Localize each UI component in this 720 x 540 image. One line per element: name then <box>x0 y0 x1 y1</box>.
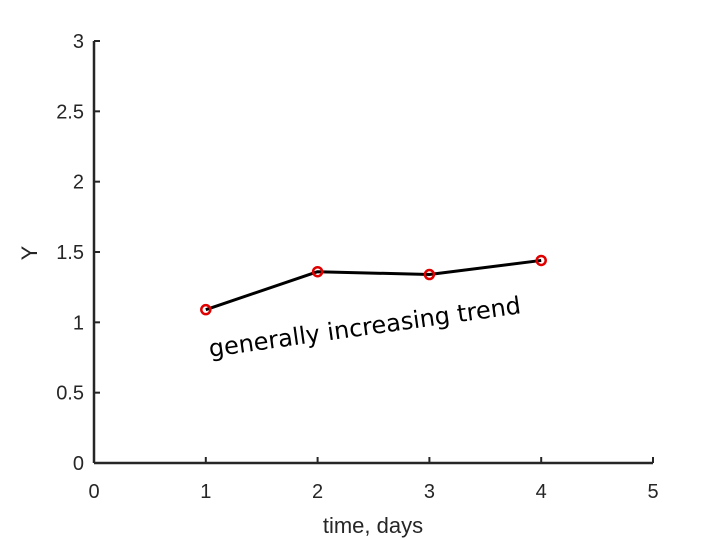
y-tick-label: 2.5 <box>56 101 84 123</box>
data-point-marker <box>311 265 324 278</box>
y-tick-label: 1 <box>73 312 84 334</box>
series-line <box>205 258 542 312</box>
x-tick-label: 5 <box>647 481 658 503</box>
y-tick-label: 2 <box>73 172 84 194</box>
axes: 0 1 2 3 4 5 0 0.5 1 1.5 2 2.5 3 <box>56 31 658 503</box>
series-layer <box>200 254 547 316</box>
y-tick-label: 0.5 <box>56 383 84 405</box>
x-tick-label: 1 <box>200 481 211 503</box>
y-tick-label: 1.5 <box>56 242 84 264</box>
x-axis-label: time, days <box>323 513 423 538</box>
data-point-marker <box>535 254 547 267</box>
x-tick-label: 3 <box>424 481 435 503</box>
x-tick-label: 0 <box>88 481 99 503</box>
y-tick-label: 0 <box>73 453 84 475</box>
trend-annotation: generally increasing trend <box>207 291 523 363</box>
y-axis-label: Y <box>17 245 42 260</box>
data-point-marker <box>423 268 436 281</box>
data-point-marker <box>200 303 212 316</box>
x-tick-label: 2 <box>312 481 323 503</box>
y-tick-label: 3 <box>73 31 84 53</box>
x-tick-label: 4 <box>536 481 547 503</box>
